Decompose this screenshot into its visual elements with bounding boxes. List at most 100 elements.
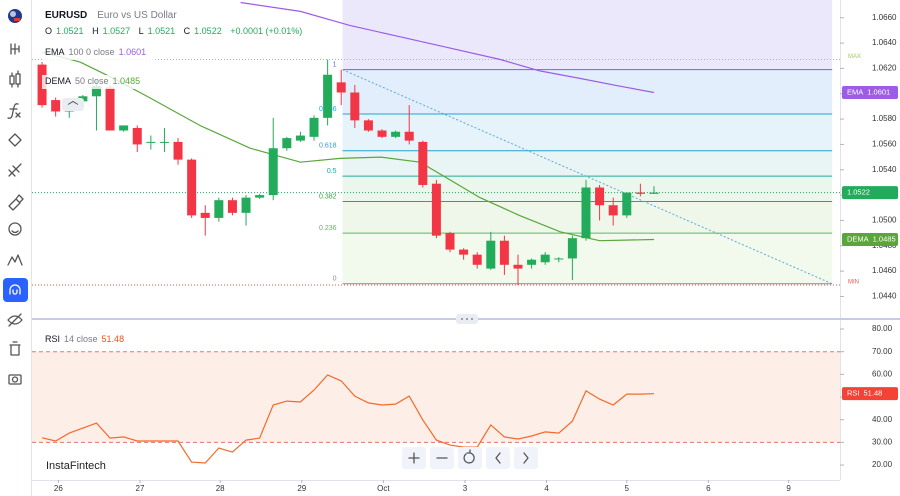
scroll-right-button[interactable]: [514, 447, 538, 469]
candle-body: [554, 258, 564, 260]
rsi-band: [32, 351, 840, 443]
fib-label: 0: [333, 276, 337, 283]
candle-body: [200, 212, 210, 218]
candle-body: [227, 200, 237, 213]
indicator-value: 1.0601: [119, 47, 147, 57]
price-label-part: 1.0485: [873, 234, 896, 243]
candle-body: [499, 240, 509, 265]
fib-label: 0.5: [327, 168, 337, 175]
line-tool[interactable]: [8, 163, 22, 177]
candle-body: [146, 141, 156, 143]
indicator-params: 50 close: [75, 76, 109, 86]
candle-body: [391, 131, 401, 137]
candle-body: [51, 100, 61, 112]
reset-button[interactable]: [458, 447, 482, 469]
legend-toggle[interactable]: [62, 98, 84, 111]
y-tick-label: 1.0620: [872, 64, 897, 73]
symbol: EURUSD: [45, 10, 87, 21]
x-tick-label: 28: [216, 484, 225, 493]
candle-body: [445, 233, 455, 250]
min-label: MIN: [848, 280, 859, 286]
price-label-box: [842, 85, 898, 99]
x-tick-label: 27: [136, 484, 145, 493]
indicator-name: RSI: [45, 334, 60, 344]
y-tick-label: 30.00: [872, 437, 893, 446]
candle-body: [159, 141, 169, 143]
candle-body: [404, 131, 414, 141]
x-tick-label: 29: [297, 484, 306, 493]
ohlc-label: O: [45, 26, 52, 36]
max-label: MAX: [848, 54, 861, 60]
reset-icon[interactable]: [463, 449, 475, 464]
price-label: 1.0522: [847, 188, 870, 197]
rsi-line: [41, 374, 655, 464]
candle-body: [635, 192, 645, 194]
indicator-name: EMA: [45, 47, 65, 57]
candle-body: [255, 195, 265, 198]
watermark: InstaFintech: [46, 460, 106, 472]
scroll-left-button[interactable]: [486, 447, 510, 469]
toolbar: [0, 0, 32, 496]
y-tick-label: 1.0540: [872, 165, 897, 174]
price-label: RSI 51.48: [847, 389, 882, 398]
candle-body: [363, 120, 373, 131]
price-label-box: [842, 232, 898, 246]
candle-body: [377, 130, 387, 137]
ohlc-label: L: [139, 26, 144, 36]
fib-label: 0.236: [319, 225, 337, 232]
candle-body: [132, 127, 142, 145]
candle-body: [241, 197, 251, 213]
candle-body: [540, 254, 550, 263]
legend-title: EURUSD Euro vs US Dollar: [45, 10, 177, 21]
x-tick-label: 26: [54, 484, 63, 493]
candle-tool[interactable]: [9, 70, 21, 88]
y-tick-label: 1.0500: [872, 216, 897, 225]
scroll-right-icon[interactable]: [523, 452, 529, 464]
indicator-line: [240, 1, 655, 94]
function-tool[interactable]: [7, 103, 21, 119]
active-tool-bg[interactable]: [3, 278, 28, 302]
delete-all-tool[interactable]: [9, 341, 21, 356]
x-tick-label: Oct: [377, 484, 390, 493]
fib-band: [342, 233, 833, 284]
brush-tool[interactable]: [8, 194, 24, 211]
shape-tool[interactable]: [8, 133, 22, 147]
fib-band: [342, 0, 833, 70]
y-tick-label: 20.00: [872, 460, 893, 469]
legend-bg: [42, 75, 146, 89]
candle-body: [350, 92, 360, 121]
zoom-in-icon[interactable]: [408, 452, 420, 464]
ohlc-value: 1.0522: [194, 26, 222, 36]
indicator-params: 14 close: [64, 334, 98, 344]
candle-body: [418, 141, 428, 185]
price-plot: [37, 1, 659, 286]
price-label: DEMA 1.0485: [847, 234, 896, 243]
labels: EURUSD Euro vs US Dollar O 1.0521 H 1.0527 …: [42, 10, 302, 472]
screenshot-tool[interactable]: [8, 374, 22, 385]
hide-tool[interactable]: [7, 313, 23, 327]
price-label-part: RSI: [847, 389, 860, 398]
candle-body: [105, 87, 115, 131]
rsi-legend: RSI 14 close 51.48: [45, 334, 124, 344]
candle-body: [119, 125, 129, 131]
candle-body: [472, 254, 482, 265]
y-tick-label: 70.00: [872, 347, 893, 356]
candle-body: [595, 187, 605, 206]
x-tick-label: 6: [706, 484, 711, 493]
magnet-tool[interactable]: [9, 284, 21, 295]
cursor-tool[interactable]: [10, 43, 20, 55]
logo[interactable]: [8, 9, 22, 23]
emoji-tool[interactable]: [8, 222, 22, 236]
pattern-tool[interactable]: [7, 254, 23, 266]
legend-toggle-icon[interactable]: [67, 100, 79, 105]
candle-body: [608, 205, 618, 216]
candle-body: [91, 86, 101, 97]
ohlc-value: 1.0521: [56, 26, 84, 36]
ohlc-label: H: [92, 26, 99, 36]
y-tick-label: 1.0460: [872, 266, 897, 275]
change: +0.0001 (+0.01%): [230, 26, 302, 36]
scroll-left-icon[interactable]: [495, 452, 501, 464]
candle-body: [527, 259, 537, 265]
indicator-value: 1.0485: [113, 76, 141, 86]
